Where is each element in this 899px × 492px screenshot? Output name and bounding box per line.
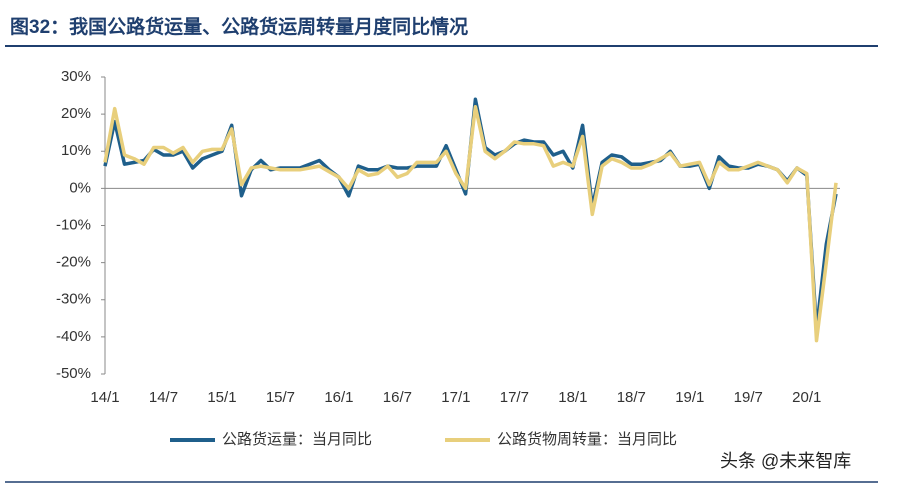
y-tick-label: 30% [61,68,91,85]
x-tick-label: 16/1 [324,389,353,406]
x-tick-label: 17/1 [441,389,470,406]
y-tick-label: 0% [69,179,91,196]
y-tick-label: 20% [61,105,91,122]
x-tick-label: 18/1 [558,389,587,406]
x-tick-label: 15/1 [207,389,236,406]
y-tick-label: 10% [61,142,91,159]
x-tick-label: 19/1 [675,389,704,406]
x-tick-label: 18/7 [617,389,646,406]
x-tick-label: 14/1 [90,389,119,406]
legend-label: 公路货物周转量：当月同比 [497,431,677,448]
x-tick-label: 17/7 [500,389,529,406]
watermark: 头条 @未来智库 [720,451,851,471]
x-tick-label: 15/7 [266,389,295,406]
x-tick-label: 16/7 [383,389,412,406]
y-tick-label: -50% [56,365,91,382]
series-line [103,104,838,343]
legend-label: 公路货运量：当月同比 [222,431,372,448]
y-tick-label: -40% [56,328,91,345]
chart-title: 图32：我国公路货运量、公路货运周转量月度同比情况 [10,15,468,38]
y-tick-label: -20% [56,254,91,271]
x-tick-label: 20/1 [792,389,821,406]
x-tick-label: 14/7 [149,389,178,406]
y-tick-label: -30% [56,291,91,308]
y-tick-label: -10% [56,216,91,233]
x-tick-label: 19/7 [734,389,763,406]
